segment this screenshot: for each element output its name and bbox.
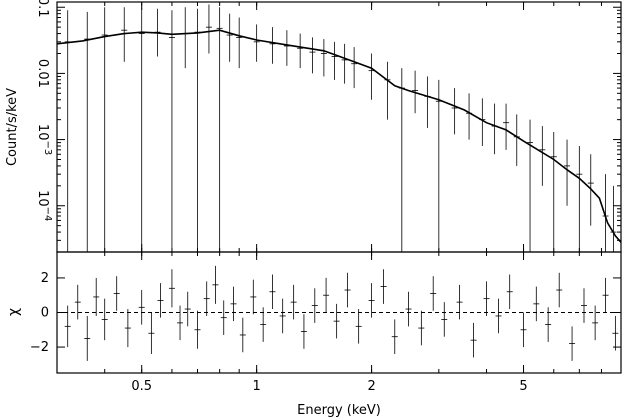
x-tick-label: 0.5 — [131, 379, 152, 394]
y-tick-exponent: −4 — [42, 207, 53, 222]
residuals-y-axis-label: χ — [6, 308, 22, 316]
x-tick-label: 1 — [253, 379, 261, 394]
y-tick-label: 0.1 — [35, 0, 50, 18]
y-tick-label: 10−3 — [35, 124, 53, 155]
spectrum-y-axis-label: Count/s/keV — [5, 88, 20, 166]
residual-y-tick-label: −2 — [30, 340, 49, 355]
residuals-x-ticks: 0.5 1 2 5 — [56, 252, 602, 394]
spectrum-y-ticks: 0.1 0.01 10−3 10−4 — [35, 0, 621, 241]
spectrum-x-ticks — [56, 2, 602, 252]
residuals-panel: 0.5 1 2 5 2 0 −2 χ — [6, 251, 622, 394]
y-tick-label: 10−4 — [35, 190, 53, 221]
residuals-y-ticks: 2 0 −2 — [30, 271, 621, 355]
residual-y-tick-label: 2 — [41, 271, 49, 286]
x-axis-label: Energy (keV) — [297, 403, 381, 418]
x-tick-label: 5 — [519, 379, 527, 394]
spectrum-panel: 0.1 0.01 10−3 10−4 Count/s/keV — [5, 0, 622, 253]
y-tick-label: 0.01 — [35, 59, 50, 88]
y-tick-exponent: −3 — [42, 140, 53, 155]
residual-y-tick-label: 0 — [41, 306, 49, 321]
spectrum-data-group — [64, 4, 617, 252]
residuals-data-group — [64, 265, 619, 361]
x-tick-label: 2 — [367, 379, 375, 394]
